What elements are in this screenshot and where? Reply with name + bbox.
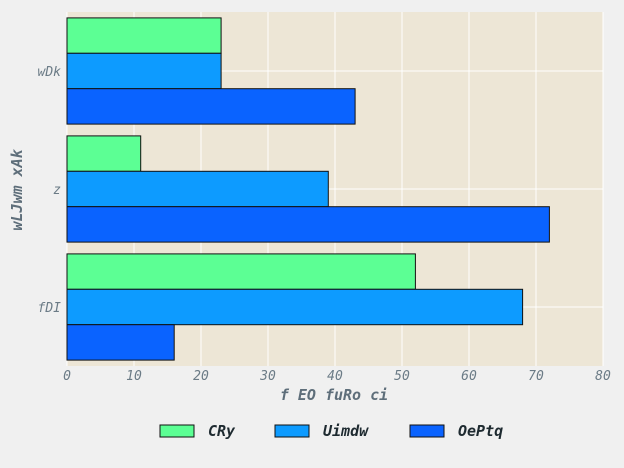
y-axis-title: wLJwm xAk: [8, 148, 26, 230]
x-tick-labels: 0 10 20 30 40 50 60 70 80: [63, 369, 611, 384]
bar-Uimdw-z: [66, 170, 329, 208]
legend-label-CRy: CRy: [208, 422, 236, 440]
x-tick-label: 60: [461, 369, 477, 384]
bar-OePtq-fDI: [66, 324, 175, 361]
x-tick-label: 10: [126, 369, 142, 384]
x-tick-label: 80: [595, 369, 611, 384]
legend: CRy Uimdw OePtq: [159, 422, 503, 440]
x-tick-label: 20: [193, 369, 209, 384]
bar-CRy-fDI: [66, 253, 416, 290]
y-tick-label: fDI: [38, 301, 62, 316]
x-tick-label: 40: [327, 369, 343, 384]
x-tick-label: 0: [63, 369, 71, 384]
bar-CRy-z: [66, 135, 142, 172]
legend-label-Uimdw: Uimdw: [323, 422, 369, 440]
bar-Uimdw-wDk: [66, 52, 222, 90]
legend-swatch-Uimdw: [274, 424, 310, 438]
x-axis-title: f EO fuRo ci: [280, 386, 388, 404]
x-tick-label: 30: [259, 369, 276, 384]
bar-OePtq-wDk: [66, 88, 356, 125]
bar-OePtq-z: [66, 206, 550, 243]
y-tick-label: z: [53, 183, 61, 198]
x-tick-label: 70: [528, 369, 544, 384]
bars: [66, 17, 550, 361]
legend-swatch-CRy: [159, 424, 195, 438]
y-tick-labels: fDI z wDk: [38, 65, 62, 316]
bar-Uimdw-fDI: [66, 288, 524, 326]
x-tick-label: 50: [394, 369, 410, 384]
legend-label-OePtq: OePtq: [458, 422, 503, 440]
legend-swatch-OePtq: [409, 424, 445, 438]
y-tick-label: wDk: [38, 65, 62, 80]
bar-CRy-wDk: [66, 17, 222, 54]
